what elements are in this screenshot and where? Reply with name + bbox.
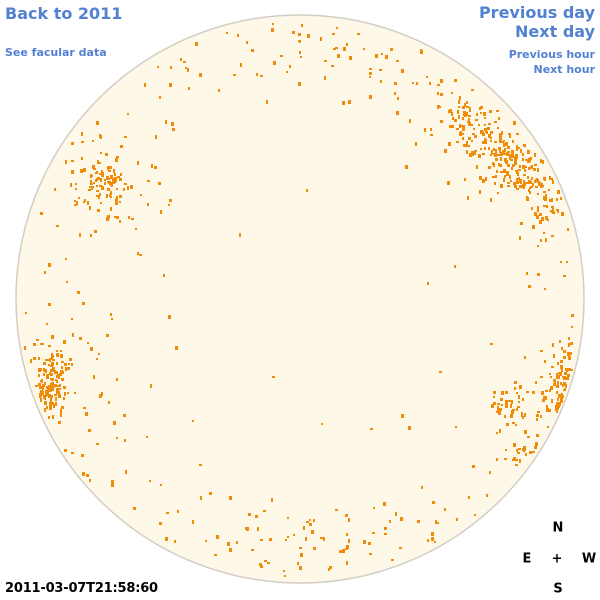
- day-nav: Previous day Next day: [479, 3, 595, 41]
- compass-east-label: E: [522, 551, 532, 567]
- compass-west-label: W: [581, 551, 597, 567]
- next-day-link[interactable]: Next day: [515, 22, 595, 41]
- compass-north-label: N: [552, 520, 564, 536]
- previous-day-link[interactable]: Previous day: [478, 3, 595, 22]
- compass-center-mark: +: [551, 551, 563, 567]
- timestamp-label: 2011-03-07T21:58:60: [5, 581, 158, 596]
- facular-dots: [24, 23, 574, 577]
- compass-south-label: S: [553, 581, 563, 597]
- see-facular-data-link[interactable]: See facular data: [5, 46, 107, 59]
- previous-hour-link[interactable]: Previous hour: [508, 48, 595, 61]
- back-to-2011-link[interactable]: Back to 2011: [5, 4, 123, 23]
- solar-disk: [15, 14, 585, 584]
- next-hour-link[interactable]: Next hour: [533, 63, 596, 76]
- hour-nav: Previous hour Next hour: [509, 47, 595, 77]
